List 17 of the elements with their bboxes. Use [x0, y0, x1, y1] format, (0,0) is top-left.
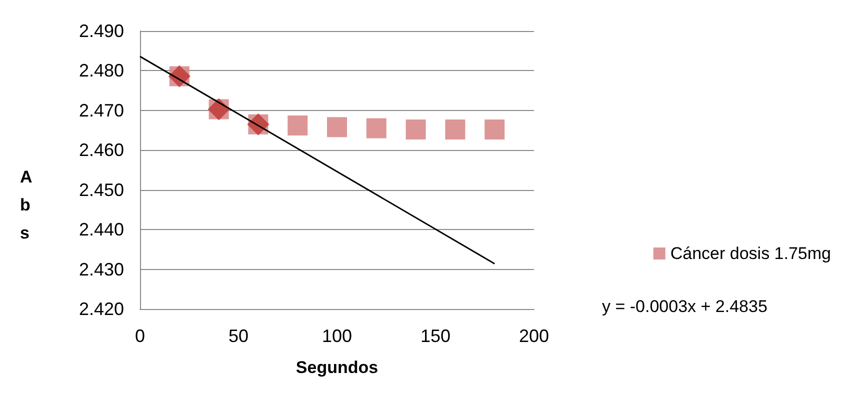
x-tick-label: 100: [322, 326, 352, 346]
y-tick-label: 2.450: [78, 180, 124, 200]
x-tick-label: 50: [228, 326, 249, 346]
y-tick-label: 2.470: [78, 100, 124, 120]
x-tick-label: 0: [134, 326, 146, 346]
text: y = -0.0003x + 2.4835: [602, 297, 768, 316]
y-tick-label: 2.430: [78, 259, 124, 280]
x-tick-label: 150: [420, 326, 451, 346]
x-tick-label: 200: [518, 326, 550, 346]
y-tick-label: 2.490: [78, 21, 124, 41]
legend-label: Cáncer dosis 1.75mg: [670, 244, 832, 263]
y-tick-label: 2.420: [78, 299, 124, 319]
y-tick-label: 2.480: [78, 60, 124, 81]
y-tick-label: 2.460: [78, 140, 124, 160]
x-axis-title: Segundos: [296, 358, 378, 377]
y-axis-title: Abs: [20, 168, 32, 242]
y-tick-label: 2.440: [78, 220, 124, 240]
